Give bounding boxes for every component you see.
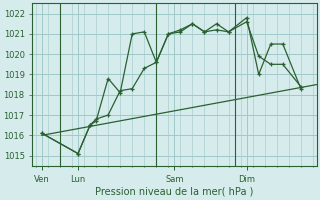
- X-axis label: Pression niveau de la mer( hPa ): Pression niveau de la mer( hPa ): [95, 187, 253, 197]
